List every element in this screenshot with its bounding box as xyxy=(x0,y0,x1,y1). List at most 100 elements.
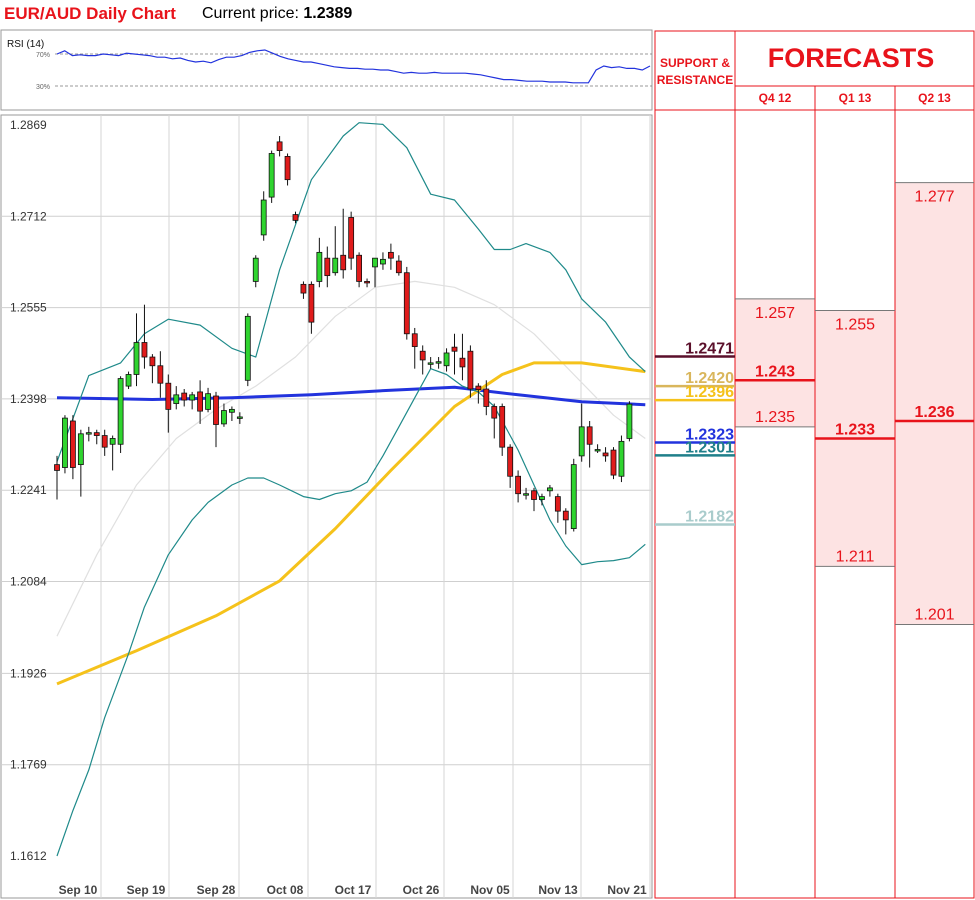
candle xyxy=(380,252,386,270)
candle-body-bull xyxy=(228,408,235,413)
candle-body-bear xyxy=(602,452,609,457)
candle xyxy=(101,429,108,456)
candle xyxy=(205,387,211,413)
x-tick-label: Oct 17 xyxy=(335,883,372,897)
candle-body-bull xyxy=(539,496,545,500)
candle xyxy=(284,153,291,186)
candle xyxy=(221,403,227,427)
candle-body-bear xyxy=(364,281,370,284)
ma-yellow-line xyxy=(56,361,646,686)
candle-body-bear xyxy=(308,283,315,323)
x-tick-label: Oct 08 xyxy=(267,883,304,897)
forecast-high-label: 1.257 xyxy=(755,305,795,322)
candle-body-bull xyxy=(316,251,323,282)
candle-body-bear xyxy=(165,382,172,410)
sr-header-line2: RESISTANCE xyxy=(657,73,733,87)
candle xyxy=(547,484,553,497)
candle-body-bear xyxy=(395,260,402,274)
rsi-level-label: 30% xyxy=(36,84,50,91)
candle-body-bull xyxy=(252,257,259,282)
candle xyxy=(419,345,426,375)
candle-body-bear xyxy=(483,388,490,407)
bollinger-lower-line xyxy=(56,368,646,857)
candle xyxy=(515,470,521,503)
candle-body-bull xyxy=(85,432,92,435)
candle-body-bear xyxy=(507,446,514,477)
candle-body-bull xyxy=(260,199,267,236)
candle xyxy=(308,281,315,334)
candle xyxy=(252,255,259,288)
x-tick-label: Nov 13 xyxy=(538,883,578,897)
candle-body-bull xyxy=(570,464,577,529)
candle-body-bull xyxy=(332,257,339,274)
candle xyxy=(181,389,188,407)
candle xyxy=(54,455,60,500)
sr-level-label: 1.2420 xyxy=(685,370,734,387)
candle xyxy=(236,412,243,424)
y-tick-label: 1.2241 xyxy=(10,483,47,497)
candle xyxy=(395,255,402,276)
candle xyxy=(316,237,323,288)
candle xyxy=(427,357,434,369)
current-price: Current price: 1.2389 xyxy=(202,5,352,23)
candle-body-bull xyxy=(523,493,529,496)
candle xyxy=(387,243,394,270)
candle-body-bull xyxy=(618,440,625,477)
candle xyxy=(364,278,370,288)
candle xyxy=(451,333,458,375)
candle-body-bear xyxy=(300,283,307,294)
candle-body-bull xyxy=(221,410,227,425)
sr-level-label: 1.2301 xyxy=(685,439,734,456)
candle-body-bear xyxy=(467,350,474,390)
chart-header: EUR/AUD Daily Chart Current price: 1.238… xyxy=(0,0,650,30)
candle-body-bear xyxy=(475,385,482,391)
candle xyxy=(292,211,299,224)
candle xyxy=(499,403,506,456)
x-tick-label: Nov 05 xyxy=(470,883,510,897)
main-price-panel: 1.2869 1.2712 1.2555 1.2398 1.2241 1.2084 1.19… xyxy=(0,114,653,899)
candle-body-bull xyxy=(117,378,124,445)
forecast-high-label: 1.277 xyxy=(914,189,954,206)
candle xyxy=(507,444,514,488)
candle xyxy=(109,435,116,471)
x-tick-label: Sep 28 xyxy=(197,883,236,897)
y-tick-label: 1.2084 xyxy=(10,575,47,589)
candle xyxy=(610,447,617,480)
bollinger-middle-line xyxy=(56,280,646,637)
candle-body-bull xyxy=(380,258,386,265)
candle-body-bull xyxy=(109,438,116,445)
candle xyxy=(70,415,76,480)
candle-body-bear xyxy=(459,357,466,368)
candle xyxy=(403,266,410,340)
candle xyxy=(197,380,204,424)
candle-body-bull xyxy=(443,352,450,367)
forecast-column-header: Q4 12 xyxy=(759,91,792,105)
sr-level-label: 1.2182 xyxy=(685,509,734,526)
rsi-line xyxy=(56,49,651,84)
x-tick-label: Nov 21 xyxy=(607,883,647,897)
candle xyxy=(324,246,331,288)
candle xyxy=(260,191,267,241)
candle-body-bear xyxy=(451,346,458,352)
forecast-low-label: 1.211 xyxy=(836,548,875,565)
candle xyxy=(189,391,196,410)
candle xyxy=(372,257,378,288)
price-plot-frame xyxy=(0,114,653,899)
candle-body-bear xyxy=(197,391,204,412)
candle xyxy=(348,211,355,270)
candle-body-bear xyxy=(562,510,569,521)
candle-body-bear xyxy=(403,272,410,335)
candle xyxy=(173,386,180,410)
candle xyxy=(340,208,347,279)
candle-body-bear xyxy=(284,156,291,181)
candle xyxy=(531,487,537,512)
candle xyxy=(586,421,593,468)
candle xyxy=(491,403,498,439)
candle xyxy=(594,444,601,453)
candle xyxy=(332,226,339,276)
candle-body-bear xyxy=(292,214,299,221)
rsi-panel: RSI (14) 70% 30% xyxy=(0,29,653,111)
candle xyxy=(228,406,235,422)
candle-body-bull xyxy=(62,417,68,468)
candle-body-bear xyxy=(419,350,426,361)
